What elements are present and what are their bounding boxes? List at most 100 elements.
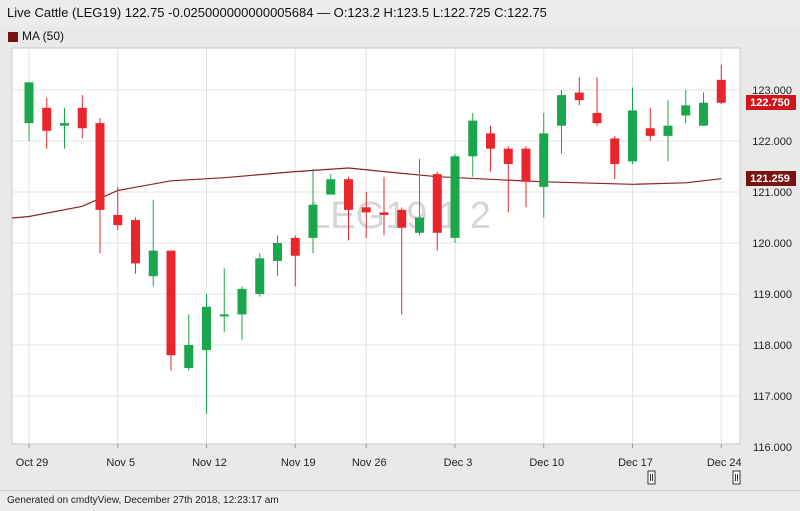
candle[interactable] <box>468 112 478 177</box>
scroll-handle-right[interactable] <box>732 470 741 485</box>
y-tick-label: 123.000 <box>752 85 792 97</box>
y-tick-label: 122.000 <box>752 136 792 148</box>
candle-body <box>450 156 460 238</box>
candle[interactable] <box>42 97 52 149</box>
candle[interactable] <box>628 87 637 164</box>
candle[interactable] <box>699 92 708 126</box>
indicator-legend: MA (50) <box>0 26 800 48</box>
candle-body <box>77 107 87 129</box>
candle-body <box>610 138 620 164</box>
candle-body <box>468 120 478 157</box>
candle-body <box>503 148 513 164</box>
candle[interactable] <box>255 253 265 297</box>
candle-body <box>645 128 655 136</box>
candle[interactable] <box>273 235 282 277</box>
candle-body <box>379 212 389 215</box>
plot-area[interactable] <box>11 47 741 445</box>
candle[interactable] <box>131 217 140 274</box>
y-tick-label: 121.000 <box>752 187 792 199</box>
candle-body <box>255 258 265 294</box>
candle[interactable] <box>397 207 407 315</box>
candle[interactable] <box>237 286 247 340</box>
candle-body <box>219 314 229 317</box>
x-tick-label: Oct 29 <box>16 457 48 469</box>
candle-body <box>202 306 211 351</box>
candle[interactable] <box>450 153 460 243</box>
candle[interactable] <box>539 112 549 218</box>
x-axis: Oct 29 Nov 5 Nov 12 Nov 19 Nov 26 Dec 3 Dec 10… <box>16 444 742 469</box>
x-tick-label: Nov 26 <box>352 457 387 469</box>
candle[interactable] <box>219 268 229 333</box>
candle[interactable] <box>184 314 194 371</box>
candle[interactable] <box>645 107 655 141</box>
candle-body <box>415 217 424 233</box>
candlestick-chart[interactable]: LEG19 1 2 116.000117.000118.000119.00012… <box>0 0 800 490</box>
x-tick-label: Nov 12 <box>192 457 227 469</box>
candle[interactable] <box>326 174 336 195</box>
candle[interactable] <box>77 95 87 139</box>
candle-body <box>557 95 566 126</box>
candle[interactable] <box>557 90 566 154</box>
candle-body <box>716 79 726 103</box>
candle[interactable] <box>361 192 371 238</box>
candle-body <box>344 179 353 210</box>
ma-value-label: 121.259 <box>750 173 790 185</box>
candle-body <box>432 174 442 233</box>
x-tick-label: Dec 17 <box>618 457 653 469</box>
ma-value-badge-box <box>746 171 796 186</box>
candles <box>24 64 726 414</box>
candle[interactable] <box>503 146 513 213</box>
candle[interactable] <box>308 169 318 254</box>
generated-timestamp: Generated on cmdtyView, December 27th 20… <box>7 495 279 506</box>
candle[interactable] <box>148 199 158 287</box>
candle-body <box>290 237 300 256</box>
candle-body <box>166 250 176 356</box>
candle[interactable] <box>574 77 584 106</box>
candle[interactable] <box>113 186 123 231</box>
candle-body <box>397 209 407 228</box>
candle-body <box>628 110 637 162</box>
x-tick-label: Dec 24 <box>707 457 742 469</box>
footer: Generated on cmdtyView, December 27th 20… <box>0 490 800 511</box>
candle-body <box>521 148 531 182</box>
candle-body <box>273 243 282 261</box>
candle[interactable] <box>663 100 673 162</box>
candle[interactable] <box>486 125 495 172</box>
candle-body <box>237 288 247 315</box>
candle-body <box>113 214 123 226</box>
candle[interactable] <box>95 118 105 254</box>
candle[interactable] <box>24 82 34 141</box>
candle[interactable] <box>290 235 300 287</box>
x-tick-label: Nov 5 <box>106 457 135 469</box>
last-price-label: 122.750 <box>750 97 790 109</box>
ma-legend-label[interactable]: MA (50) <box>22 29 65 43</box>
candle[interactable] <box>432 171 442 251</box>
chart-header: Live Cattle (LEG19) 122.75 -0.0250000000… <box>0 0 800 26</box>
scroll-handle-left[interactable] <box>647 470 656 485</box>
ma-line <box>11 167 722 219</box>
candle[interactable] <box>681 90 691 124</box>
candle-body <box>308 204 318 238</box>
candle[interactable] <box>166 250 176 371</box>
candle[interactable] <box>415 158 424 236</box>
candle-body <box>42 107 52 131</box>
candle[interactable] <box>521 146 531 208</box>
y-axis: 116.000 117.000 118.000 119.000 120.000 121.0… <box>752 85 792 454</box>
candle[interactable] <box>202 294 211 414</box>
candle[interactable] <box>379 176 389 236</box>
y-tick-label: 118.000 <box>753 340 792 352</box>
candle[interactable] <box>60 107 69 149</box>
candle-body <box>486 133 495 149</box>
candle[interactable] <box>610 135 620 180</box>
candle-body <box>326 179 336 195</box>
candle[interactable] <box>344 176 353 241</box>
candle-body <box>60 123 69 126</box>
candle-body <box>24 82 34 124</box>
candle[interactable] <box>592 77 602 126</box>
candle[interactable] <box>716 64 726 105</box>
x-tick-label: Nov 19 <box>281 457 316 469</box>
ma-legend-swatch[interactable] <box>8 32 18 42</box>
candle-body <box>131 220 140 264</box>
candle-body <box>361 207 371 213</box>
x-tick-label: Dec 3 <box>444 457 473 469</box>
